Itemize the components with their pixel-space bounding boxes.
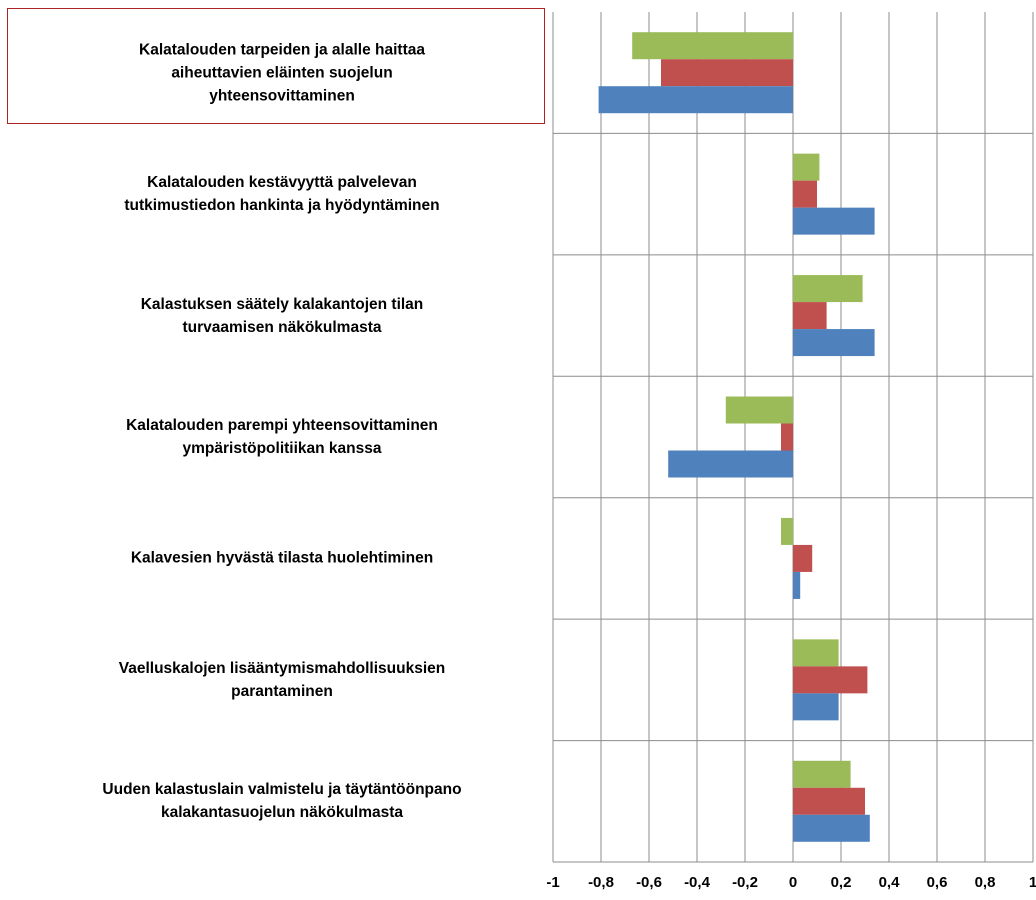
bar: [793, 180, 817, 208]
x-tick-label: -0,8: [588, 874, 614, 891]
category-label: Kalatalouden kestävyyttä palvelevan tutk…: [124, 174, 440, 215]
bar: [793, 639, 839, 667]
bar: [781, 423, 793, 451]
x-tick-label: -0,4: [684, 874, 711, 891]
bar: [661, 59, 793, 87]
bar: [793, 153, 820, 181]
bar: [781, 517, 793, 545]
category-label: Vaelluskalojen lisääntymismahdollisuuksi…: [118, 659, 446, 700]
bar: [793, 207, 875, 235]
bar: [793, 787, 865, 815]
highlight-box: [7, 8, 545, 124]
bar: [632, 32, 793, 60]
bar: [793, 302, 827, 330]
bar: [598, 86, 793, 114]
x-tick-label: -1: [546, 874, 559, 891]
x-tick-label: 0,8: [975, 874, 996, 891]
category-label: Kalatalouden tarpeiden ja alalle haittaa…: [139, 41, 425, 105]
x-tick-label: -0,6: [636, 874, 662, 891]
category-label: Kalastuksen säätely kalakantojen tilan t…: [140, 295, 424, 336]
bar: [668, 450, 793, 478]
x-tick-label: 0,6: [927, 874, 948, 891]
x-tick-label: -0,2: [732, 874, 758, 891]
x-tick-label: 1: [1029, 874, 1036, 891]
x-tick-label: 0: [789, 874, 797, 891]
bar: [725, 396, 793, 424]
bar: [793, 329, 875, 357]
bar: [793, 814, 870, 842]
bar: [793, 760, 851, 788]
category-label: Kalatalouden parempi yhteensovittaminen …: [126, 417, 438, 457]
category-label: Kalavesien hyvästä tilasta huolehtiminen: [130, 549, 434, 567]
bar: [793, 544, 813, 572]
bar: [793, 275, 863, 303]
category-label: Uuden kalastuslain valmistelu ja täytänt…: [102, 781, 462, 822]
bar: [793, 571, 801, 599]
bar: [793, 666, 868, 694]
x-tick-label: 0,4: [879, 874, 901, 891]
bar: [793, 693, 839, 721]
x-tick-label: 0,2: [831, 874, 852, 891]
